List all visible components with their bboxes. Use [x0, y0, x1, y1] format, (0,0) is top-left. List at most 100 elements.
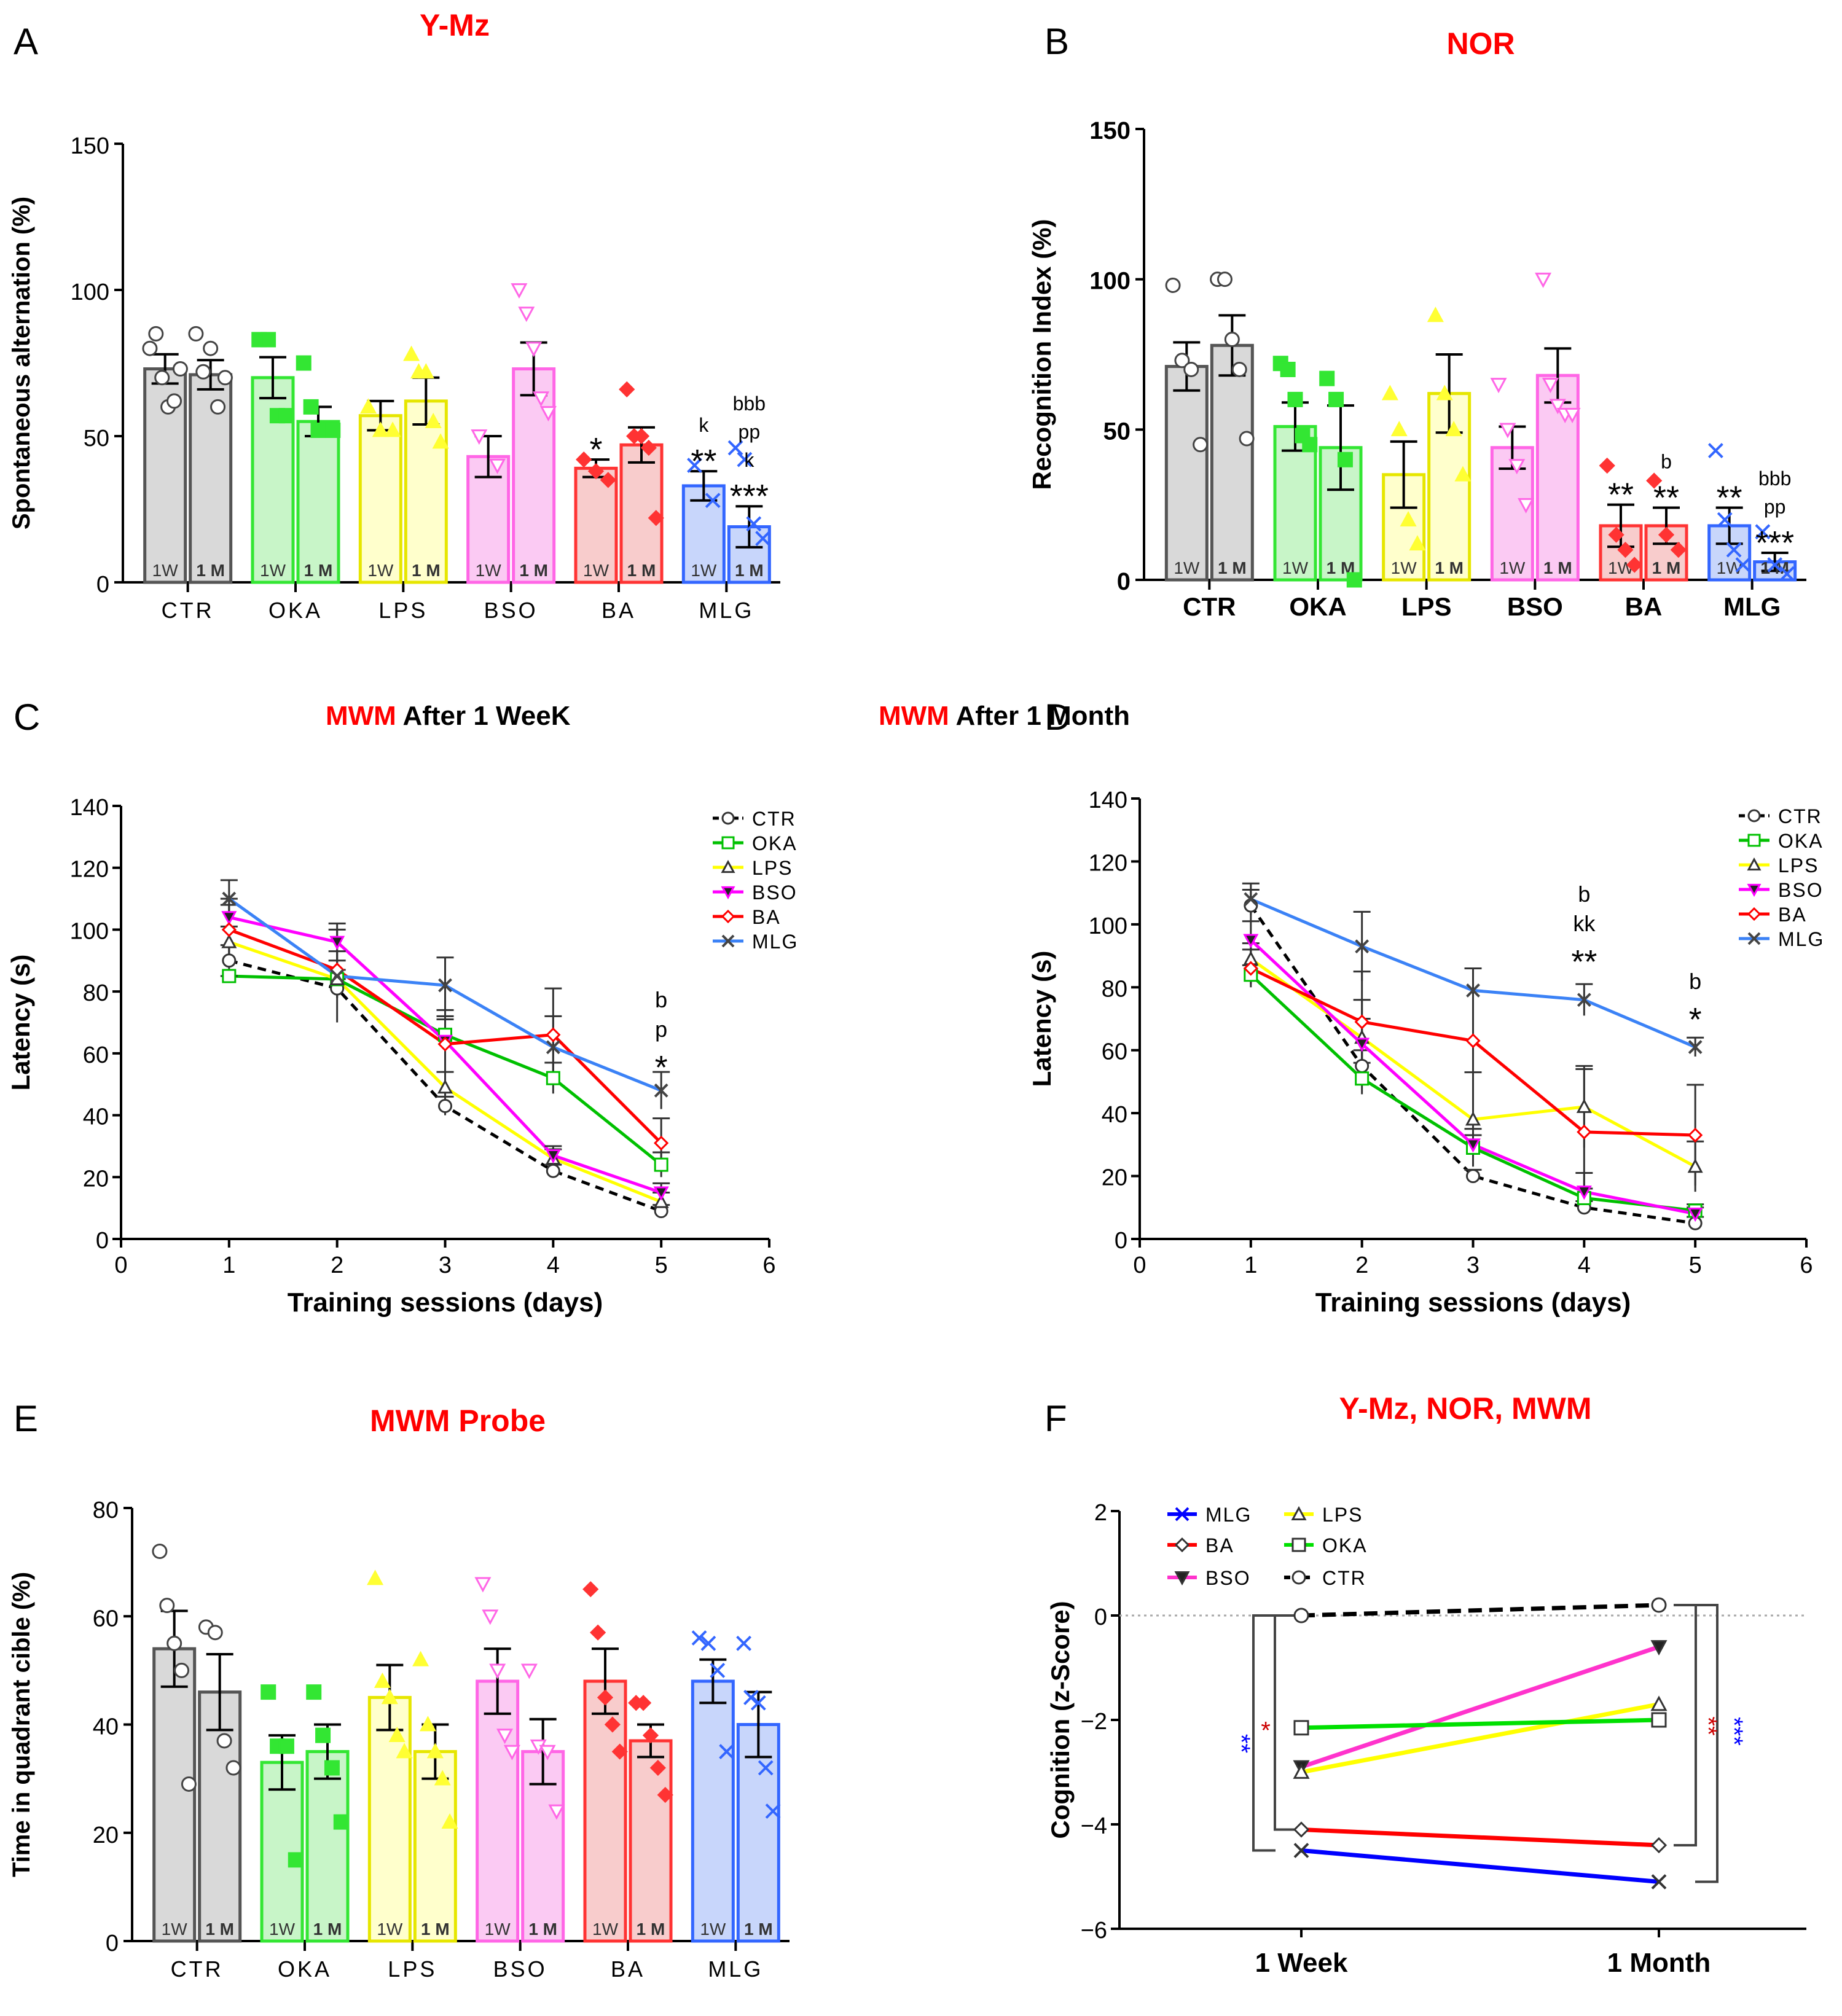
bar-period-label: 1 M — [1543, 558, 1572, 577]
data-point-CTR — [188, 326, 204, 342]
data-point-BSO — [511, 283, 528, 299]
data-point-CTR — [203, 340, 219, 356]
data-point-BA — [587, 463, 605, 480]
data-point-MLG — [687, 458, 702, 474]
chart-C: 0 20 40 60 80 100 120 140 0 1 2 3 4 5 6 Latency (s) Trai… — [6, 795, 798, 1318]
data-point-LPS — [1650, 1695, 1668, 1711]
legend-label: LPS — [1778, 854, 1819, 877]
data-point-MLG-b — [746, 516, 762, 532]
data-point-MLG-b — [691, 1630, 707, 1646]
data-point-LPS — [1687, 1158, 1703, 1173]
data-point-MLG — [719, 1744, 735, 1759]
title-black-part: After 1 WeeK — [402, 701, 570, 731]
series-line-CTR — [1249, 904, 1696, 1225]
data-point-BA — [1608, 526, 1624, 543]
data-point-BSO — [525, 342, 543, 357]
legend-label: LPS — [752, 857, 793, 879]
significance-annotation: pp — [1764, 496, 1786, 518]
x-category-label: BSO — [484, 598, 538, 623]
data-point-LPS — [1436, 385, 1453, 400]
data-point-BSO — [653, 1186, 669, 1201]
significance-annotation: ** — [1608, 477, 1634, 514]
significance-annotation: *** — [1755, 525, 1794, 561]
data-point-BA — [589, 1624, 606, 1641]
y-tick-label: 0 — [96, 572, 109, 598]
x-tick-label: 1 — [1244, 1252, 1257, 1278]
y-tick-label: 100 — [1089, 268, 1131, 295]
x-category-label: LPS — [388, 1956, 437, 1982]
legend-label: OKA — [1778, 830, 1824, 852]
data-point-CTR — [438, 1098, 452, 1113]
bar-period-label: 1 M — [519, 561, 548, 580]
x-category-label: OKA — [268, 598, 323, 623]
legend-label: MLG — [1205, 1504, 1252, 1526]
significance-annotation: * — [1261, 1717, 1271, 1744]
bar-period-label: 1W — [162, 1920, 188, 1939]
comparison-bracket — [1674, 1604, 1697, 1846]
data-point-CTR — [152, 1544, 168, 1559]
data-point-MLG-b — [727, 440, 743, 456]
x-tick-label: 1 — [222, 1252, 235, 1278]
data-point-MLG-b — [765, 1803, 781, 1819]
bar-period-label: 1 M — [196, 561, 225, 580]
data-point-MLG-b — [710, 1662, 726, 1678]
legend-label: BA — [1205, 1534, 1234, 1557]
data-point-MLG — [330, 969, 345, 983]
data-point-LPS — [419, 1716, 436, 1732]
data-point-MLG — [1717, 512, 1733, 528]
x-tick-label: 4 — [547, 1252, 560, 1278]
bar-BSO-1W — [476, 1679, 520, 1943]
x-category-label: MLG — [708, 1956, 763, 1982]
data-point-CTR — [174, 1662, 190, 1678]
panel-title-B: NOR — [1446, 26, 1515, 61]
bar-period-label: 1 M — [627, 561, 656, 580]
data-point-CTR — [148, 326, 164, 342]
data-point-CTR — [154, 370, 170, 386]
legend-label: MLG — [752, 931, 798, 953]
data-point-MLG — [1735, 557, 1751, 572]
y-tick-label: 40 — [1102, 1102, 1127, 1128]
significance-annotation: ** — [691, 443, 716, 480]
data-point-MLG — [705, 493, 721, 509]
data-point-BA — [1293, 1821, 1310, 1838]
panel-letter-D: D — [1044, 697, 1071, 738]
data-point-LPS — [1400, 510, 1417, 526]
data-point-MLG-b — [1717, 512, 1733, 528]
data-point-MLG-b — [736, 1635, 751, 1651]
data-point-BA — [600, 472, 616, 488]
bar-period-label: 1W — [1282, 558, 1309, 577]
data-point-BSO — [474, 1577, 492, 1593]
data-point-MLG — [746, 516, 762, 532]
data-point-BA — [221, 922, 237, 937]
data-point-BA — [1617, 541, 1634, 558]
y-tick-label: 40 — [93, 1714, 119, 1740]
data-point-BA — [642, 1727, 659, 1744]
data-point-BA — [1577, 1124, 1592, 1139]
data-point-LPS — [412, 1651, 429, 1666]
data-point-MLG-b — [330, 969, 345, 983]
data-point-MLG — [1577, 993, 1591, 1007]
data-point-LPS — [367, 1569, 384, 1585]
bar-OKA-1 M — [296, 420, 340, 584]
series-line-BSO — [1300, 1644, 1660, 1769]
data-point-MLG — [1244, 892, 1258, 907]
bar-period-label: 1 M — [205, 1920, 234, 1939]
title-black-part: After 1 Month — [955, 701, 1130, 731]
data-point-CTR — [210, 399, 226, 415]
bar-BA-1W — [583, 1679, 627, 1943]
comparison-bracket — [1252, 1614, 1276, 1852]
y-tick-label: −4 — [1081, 1813, 1107, 1839]
data-point-LPS — [381, 1689, 398, 1705]
data-point-MLG-b — [546, 1040, 560, 1055]
data-point-LPS — [417, 363, 434, 379]
legend-marker — [1747, 883, 1762, 897]
data-point-MLG — [1688, 1040, 1703, 1055]
bar-period-label: 1W — [476, 561, 502, 580]
legend-label: BA — [752, 906, 781, 928]
data-point-MLG — [710, 1662, 726, 1678]
bar-MLG-1W — [681, 484, 726, 584]
data-point-BA — [597, 1689, 614, 1706]
data-point-BA — [654, 1135, 669, 1151]
bar-period-label: 1 M — [528, 1920, 557, 1939]
